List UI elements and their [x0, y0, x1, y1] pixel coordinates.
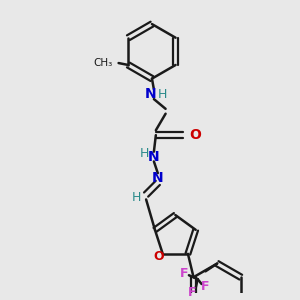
Text: F: F	[180, 267, 188, 280]
Text: H: H	[140, 147, 149, 160]
Text: F: F	[188, 286, 196, 299]
Text: O: O	[154, 250, 164, 263]
Text: CH₃: CH₃	[94, 58, 113, 68]
Text: H: H	[132, 191, 141, 204]
Text: F: F	[201, 280, 210, 293]
Text: N: N	[148, 150, 160, 164]
Text: H: H	[158, 88, 167, 101]
Text: N: N	[152, 171, 164, 185]
Text: N: N	[145, 87, 157, 101]
Text: O: O	[189, 128, 201, 142]
